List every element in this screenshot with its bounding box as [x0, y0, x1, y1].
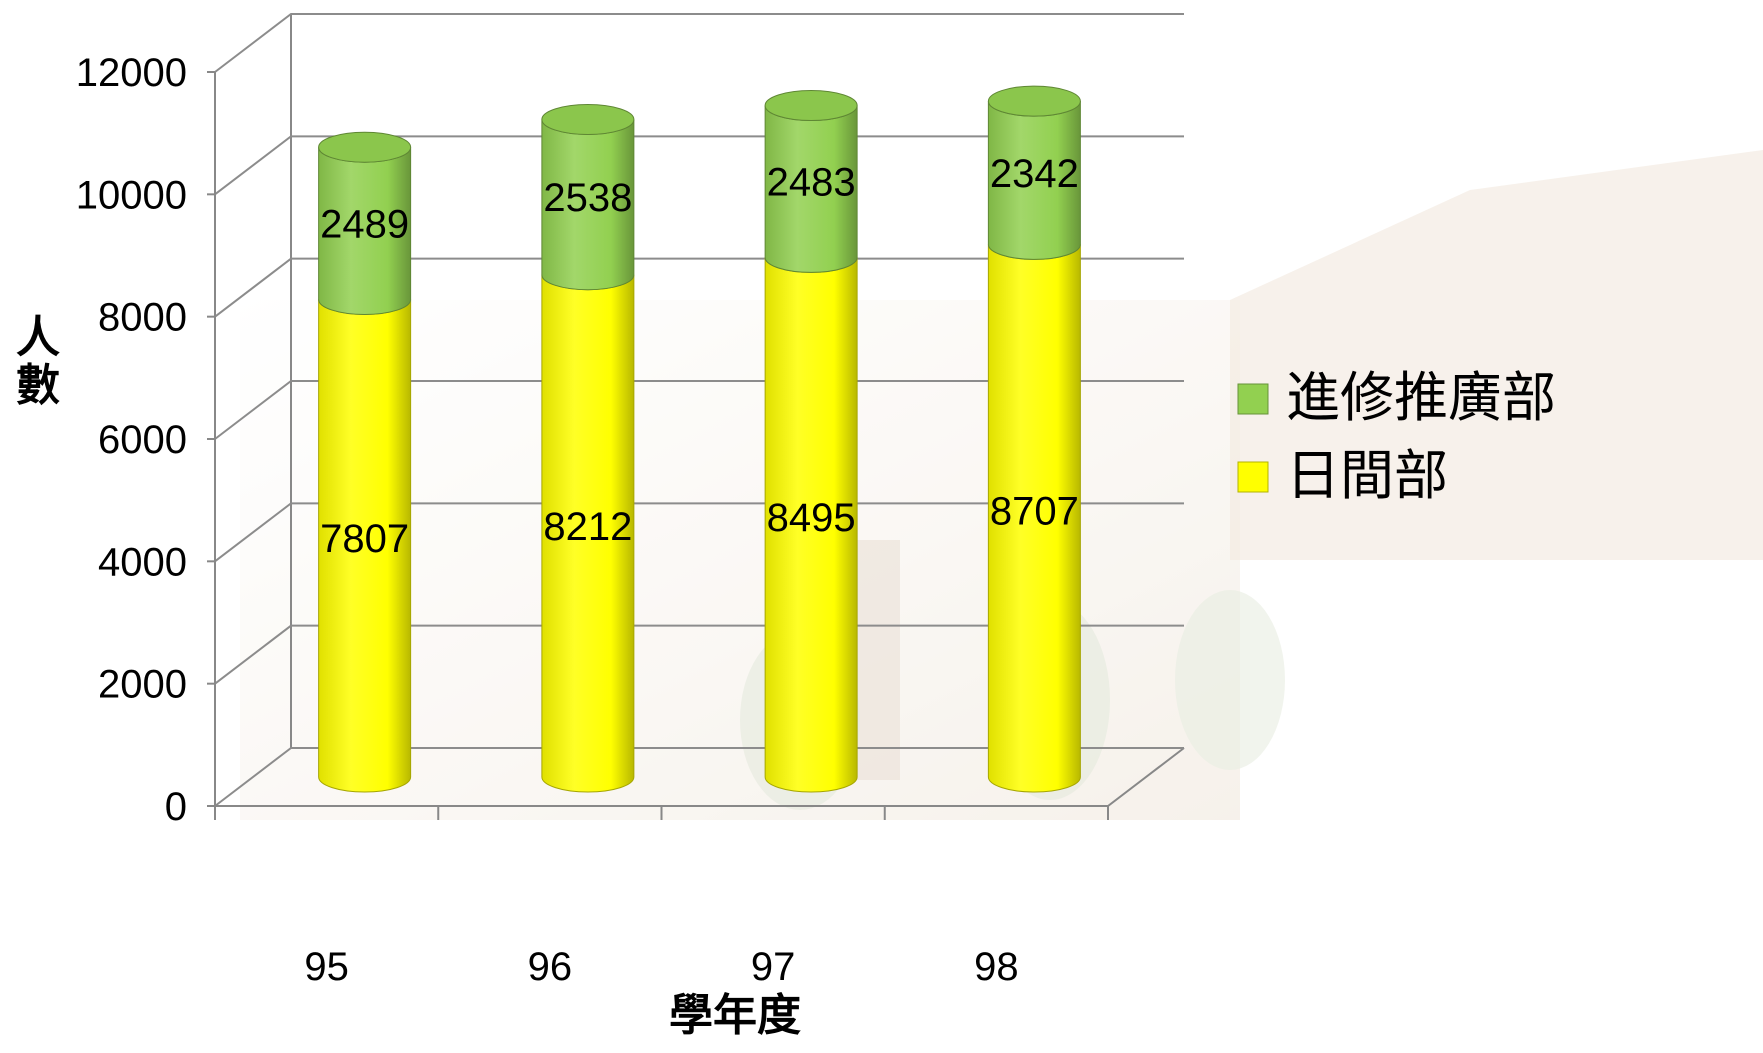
bar-top-cap	[541, 103, 635, 135]
y-tick-label: 10000	[76, 173, 187, 217]
y-tick-label: 0	[165, 785, 187, 829]
bar-stack-96	[541, 103, 635, 793]
bar-top-cap	[318, 131, 412, 163]
x-tick-label: 97	[751, 945, 796, 989]
legend-label: 進修推廣部	[1286, 366, 1556, 429]
axes: 0 2000 4000 6000 8000 10000 12000 95 96 97 98	[76, 51, 1109, 989]
data-label: 2483	[767, 160, 856, 204]
y-tick-label: 4000	[98, 540, 187, 584]
data-label: 2538	[543, 176, 632, 220]
bars	[318, 85, 1081, 793]
data-label: 7807	[320, 517, 409, 561]
gridline	[214, 13, 1184, 73]
gridline	[214, 502, 1184, 563]
data-label: 8212	[543, 505, 632, 549]
legend-label: 日間部	[1286, 444, 1448, 507]
y-tick-label: 12000	[76, 51, 187, 95]
data-label: 2342	[990, 152, 1079, 196]
gridline	[214, 257, 1184, 318]
y-tick-label: 8000	[98, 296, 187, 340]
x-tick-label: 98	[974, 945, 1019, 989]
bar-top-cap	[987, 85, 1081, 117]
bar-stack-97	[764, 90, 858, 793]
data-label: 8495	[767, 496, 856, 540]
data-label: 8707	[990, 490, 1079, 534]
data-labels: 7807 2489 8212 2538 8495 2483 8707 2342	[320, 152, 1079, 561]
legend-swatch	[1237, 383, 1269, 415]
x-tick-label: 96	[528, 945, 573, 989]
gridline	[214, 747, 1184, 807]
bar-stack-95	[318, 131, 412, 793]
y-tick-label: 2000	[98, 663, 187, 707]
y-axis-title-char-1: 人	[16, 312, 60, 363]
data-label: 2489	[320, 202, 409, 246]
y-axis-title-char-2: 數	[16, 360, 60, 411]
x-axis-title: 學年度	[669, 990, 801, 1041]
y-tick-label: 6000	[98, 418, 187, 462]
gridline	[214, 624, 1184, 685]
bar-stack-98	[987, 85, 1081, 793]
gridline	[214, 380, 1184, 440]
bar-top-cap	[764, 90, 858, 122]
gridline	[214, 135, 1184, 196]
legend-swatch	[1237, 461, 1269, 493]
x-tick-label: 95	[304, 945, 349, 989]
